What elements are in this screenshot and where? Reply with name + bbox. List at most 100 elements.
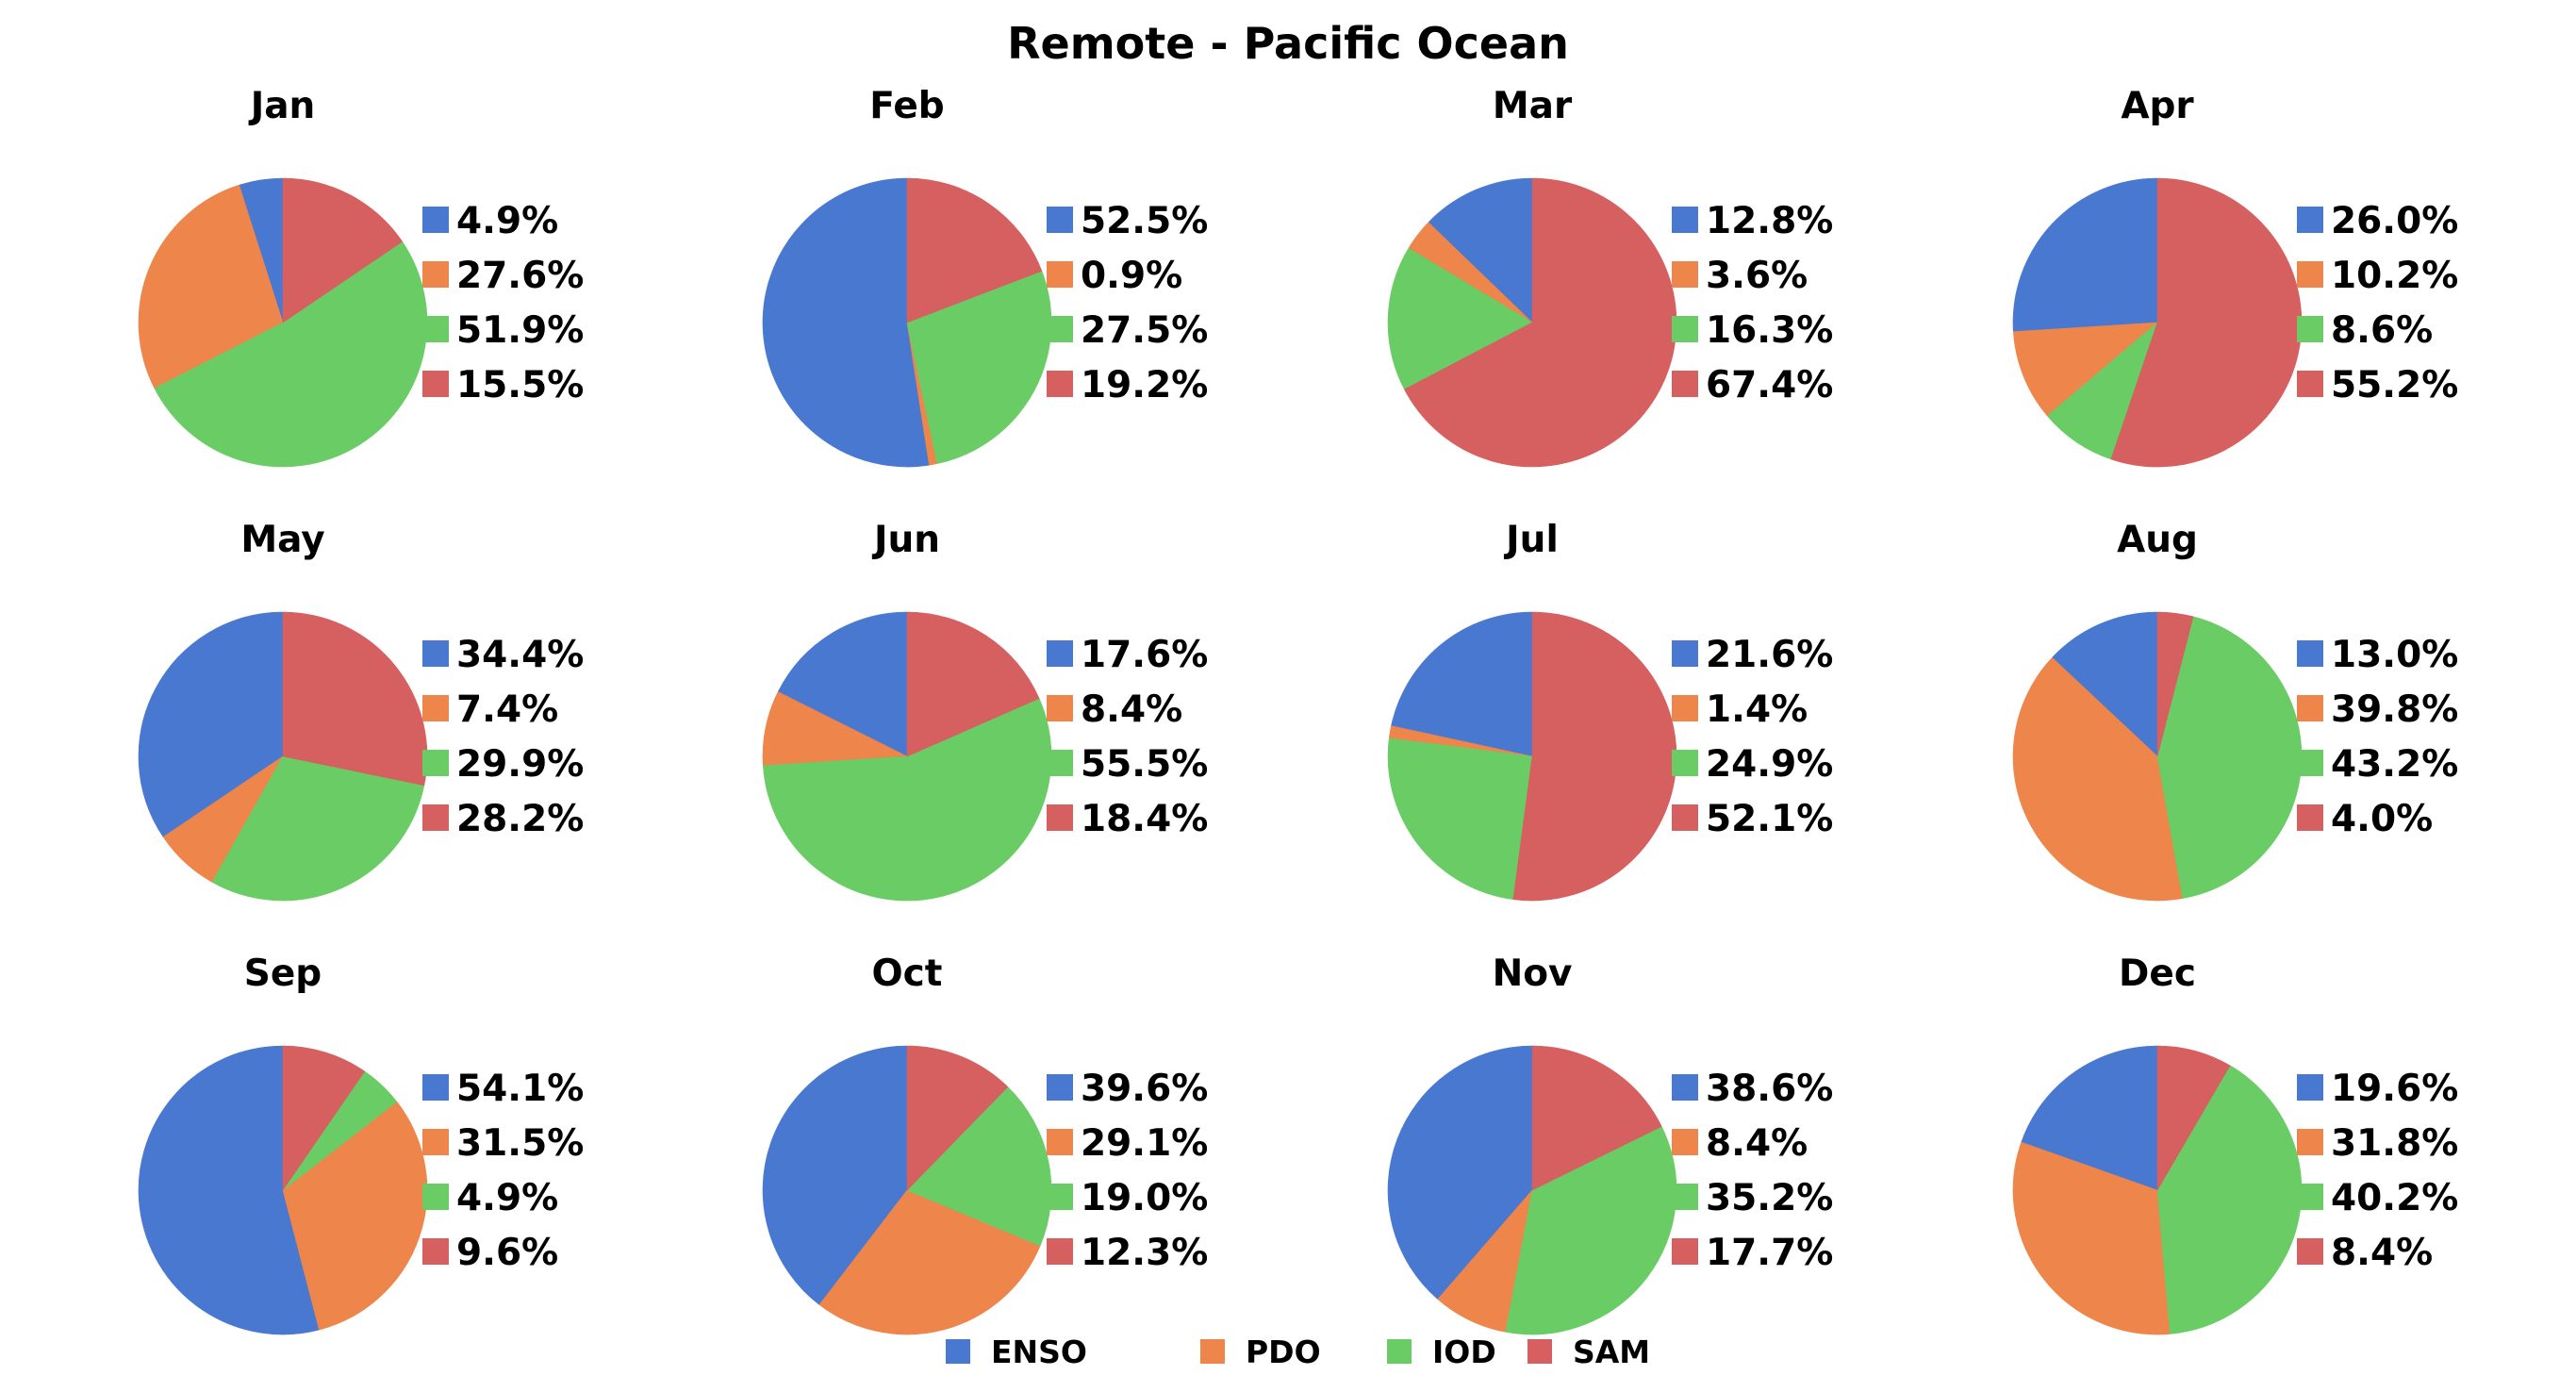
slice-jan-sam bbox=[282, 177, 404, 323]
legend-swatch-apr-sam bbox=[2297, 371, 2323, 397]
legend-swatch-sep-enso bbox=[422, 1074, 449, 1101]
pct-label-sep-pdo: 31.5% bbox=[456, 1122, 584, 1165]
subplot-title-mar: Mar bbox=[1493, 85, 1573, 127]
slice-feb-sam bbox=[906, 177, 1043, 323]
subplot-title-nov: Nov bbox=[1493, 953, 1573, 995]
slice-may-sam bbox=[282, 611, 428, 787]
pct-label-dec-pdo: 31.8% bbox=[2331, 1122, 2458, 1165]
pie-mar: Mar 12.8% 3.6% 16.3% 67.4% bbox=[1387, 85, 1833, 468]
legend-swatch-jan-pdo bbox=[422, 261, 449, 288]
slice-oct-iod bbox=[906, 1086, 1052, 1247]
pct-label-jul-iod: 24.9% bbox=[1706, 743, 1833, 786]
pie-nov: Nov 38.6% 8.4% 35.2% 17.7% bbox=[1387, 953, 1833, 1335]
pie-oct: Oct 39.6% 29.1% 19.0% 12.3% bbox=[762, 953, 1208, 1335]
legend-swatch-sep-iod bbox=[422, 1184, 449, 1210]
pct-label-jun-sam: 18.4% bbox=[1081, 798, 1208, 840]
pct-label-may-sam: 28.2% bbox=[456, 798, 584, 840]
legend-swatch-dec-sam bbox=[2297, 1238, 2323, 1265]
pct-label-feb-enso: 52.5% bbox=[1081, 200, 1208, 242]
legend-swatch-apr-iod bbox=[2297, 316, 2323, 342]
slice-jun-enso bbox=[777, 611, 908, 757]
pct-label-oct-pdo: 29.1% bbox=[1081, 1122, 1208, 1165]
pct-label-jun-pdo: 8.4% bbox=[1081, 688, 1182, 731]
pie-feb: Feb 52.5% 0.9% 27.5% 19.2% bbox=[762, 85, 1208, 468]
subplot-title-aug: Aug bbox=[2117, 519, 2198, 561]
slice-aug-sam bbox=[2156, 611, 2194, 757]
legend-swatch-aug-sam bbox=[2297, 804, 2323, 831]
pct-label-nov-sam: 17.7% bbox=[1706, 1232, 1833, 1274]
legend-swatch-aug-pdo bbox=[2297, 695, 2323, 721]
pct-label-oct-enso: 39.6% bbox=[1081, 1068, 1208, 1110]
legend-swatch-sep-sam bbox=[422, 1238, 449, 1265]
legend-swatch-aug-enso bbox=[2297, 640, 2323, 667]
slice-dec-sam bbox=[2156, 1045, 2231, 1192]
legend-swatch-jul-iod bbox=[1672, 750, 1698, 776]
pie-apr: Apr 26.0% 10.2% 8.6% 55.2% bbox=[2012, 85, 2458, 468]
legend-swatch-apr-pdo bbox=[2297, 261, 2323, 288]
pie-aug: Aug 13.0% 39.8% 43.2% 4.0% bbox=[2012, 519, 2458, 902]
pie-sep: Sep 54.1% 31.5% 4.9% 9.6% bbox=[138, 953, 584, 1335]
pie-jun: Jun 17.6% 8.4% 55.5% 18.4% bbox=[762, 519, 1208, 902]
pct-label-aug-sam: 4.0% bbox=[2331, 798, 2433, 840]
legend-swatch-may-sam bbox=[422, 804, 449, 831]
slice-mar-iod bbox=[1387, 247, 1533, 390]
pct-label-jan-pdo: 27.6% bbox=[456, 255, 584, 297]
subplot-title-apr: Apr bbox=[2121, 85, 2194, 127]
legend-swatch-jul-sam bbox=[1672, 804, 1698, 831]
slice-oct-sam bbox=[906, 1045, 1009, 1191]
legend-swatch-jun-enso bbox=[1047, 640, 1073, 667]
pct-label-may-enso: 34.4% bbox=[456, 634, 584, 676]
pct-label-jan-iod: 51.9% bbox=[456, 309, 584, 352]
legend-swatch-mar-enso bbox=[1672, 207, 1698, 233]
legend-swatch-feb-sam bbox=[1047, 371, 1073, 397]
pct-label-mar-enso: 12.8% bbox=[1706, 200, 1833, 242]
legend-swatch-pdo bbox=[1200, 1339, 1225, 1364]
subplot-title-feb: Feb bbox=[869, 85, 944, 127]
subplot-title-jan: Jan bbox=[248, 85, 316, 127]
legend-swatch-mar-iod bbox=[1672, 316, 1698, 342]
pct-label-dec-iod: 40.2% bbox=[2331, 1177, 2458, 1219]
legend-swatch-feb-iod bbox=[1047, 316, 1073, 342]
slice-aug-pdo bbox=[2012, 656, 2184, 902]
legend-swatch-jun-pdo bbox=[1047, 695, 1073, 721]
pct-label-oct-iod: 19.0% bbox=[1081, 1177, 1208, 1219]
slice-dec-iod bbox=[2156, 1065, 2303, 1334]
pct-label-sep-iod: 4.9% bbox=[456, 1177, 558, 1219]
legend-swatch-mar-sam bbox=[1672, 371, 1698, 397]
pct-label-jun-iod: 55.5% bbox=[1081, 743, 1208, 786]
slice-feb-enso bbox=[762, 177, 930, 468]
legend-label-sam: SAM bbox=[1573, 1334, 1650, 1370]
pct-label-sep-sam: 9.6% bbox=[456, 1232, 558, 1274]
pct-label-feb-iod: 27.5% bbox=[1081, 309, 1208, 352]
legend-swatch-dec-enso bbox=[2297, 1074, 2323, 1101]
subplot-title-oct: Oct bbox=[872, 953, 943, 995]
pct-label-oct-sam: 12.3% bbox=[1081, 1232, 1208, 1274]
pct-label-aug-enso: 13.0% bbox=[2331, 634, 2458, 676]
slice-jul-sam bbox=[1512, 611, 1677, 902]
pct-label-mar-iod: 16.3% bbox=[1706, 309, 1833, 352]
legend-swatch-jan-iod bbox=[422, 316, 449, 342]
slice-may-iod bbox=[211, 755, 425, 902]
legend-swatch-nov-iod bbox=[1672, 1184, 1698, 1210]
slice-jul-enso bbox=[1391, 611, 1533, 757]
slice-nov-iod bbox=[1505, 1126, 1677, 1335]
pie-dec: Dec 19.6% 31.8% 40.2% 8.4% bbox=[2012, 953, 2458, 1335]
slice-apr-enso bbox=[2012, 177, 2158, 332]
slice-aug-enso bbox=[2052, 611, 2158, 757]
chart-title: Remote - Pacific Ocean bbox=[1007, 18, 1569, 69]
subplot-title-sep: Sep bbox=[244, 953, 322, 995]
pie-jul: Jul 21.6% 1.4% 24.9% 52.1% bbox=[1387, 519, 1833, 902]
pct-label-apr-iod: 8.6% bbox=[2331, 309, 2433, 352]
pct-label-apr-pdo: 10.2% bbox=[2331, 255, 2458, 297]
legend-swatch-feb-enso bbox=[1047, 207, 1073, 233]
legend-swatch-mar-pdo bbox=[1672, 261, 1698, 288]
pct-label-aug-pdo: 39.8% bbox=[2331, 688, 2458, 731]
slice-apr-pdo bbox=[2012, 322, 2158, 417]
legend-swatch-nov-sam bbox=[1672, 1238, 1698, 1265]
legend-swatch-may-enso bbox=[422, 640, 449, 667]
pct-label-dec-enso: 19.6% bbox=[2331, 1068, 2458, 1110]
legend-swatch-oct-enso bbox=[1047, 1074, 1073, 1101]
legend-swatch-apr-enso bbox=[2297, 207, 2323, 233]
slice-sep-sam bbox=[282, 1045, 366, 1191]
